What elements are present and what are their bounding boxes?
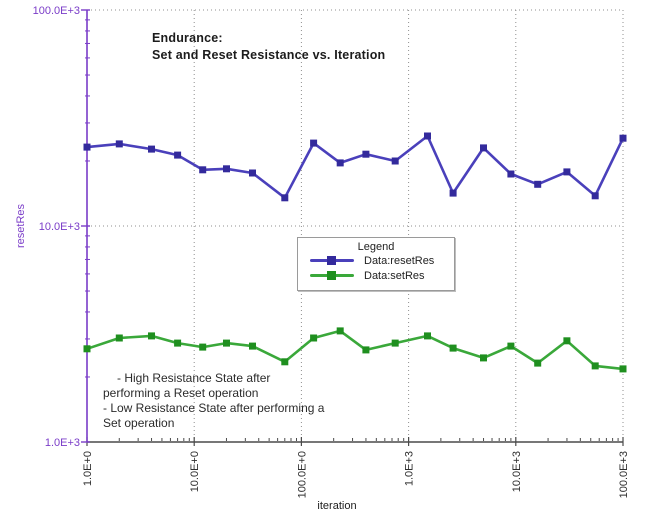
- series-marker-setres: [310, 334, 318, 342]
- series-marker-setres: [199, 343, 207, 351]
- series-marker-resetres: [148, 145, 155, 153]
- series-marker-resetres: [391, 157, 399, 165]
- series-marker-setres: [223, 339, 230, 347]
- series-marker-resetres: [362, 150, 370, 158]
- series-marker-resetres: [507, 170, 515, 178]
- chart-title: Endurance: Set and Reset Resistance vs. …: [152, 30, 385, 64]
- series-marker-setres: [362, 346, 370, 354]
- series-marker-resetres: [424, 132, 431, 140]
- y-tick-label: 100.0E+3: [33, 5, 80, 17]
- series-marker-setres: [148, 332, 155, 340]
- x-axis-title: iteration: [317, 500, 357, 512]
- series-marker-setres: [336, 327, 344, 335]
- series-marker-setres: [281, 358, 289, 366]
- series-marker-setres: [619, 365, 627, 373]
- annotation-line: - High Resistance State after: [117, 371, 271, 385]
- series-line-setres: [85, 329, 625, 371]
- x-tick-label: 100.0E+3: [618, 451, 630, 498]
- y-tick-label: 10.0E+3: [39, 221, 80, 233]
- series-marker-setres: [115, 334, 123, 342]
- series-marker-resetres: [563, 168, 571, 176]
- series-marker-resetres: [223, 165, 230, 173]
- series-line-resetres: [85, 134, 625, 200]
- series-marker-setres: [507, 342, 515, 350]
- series-marker-setres: [424, 332, 431, 340]
- annotation-line: Set operation: [103, 416, 175, 430]
- legend-label-resetres: Data:resetRes: [364, 254, 435, 267]
- legend-label-setres: Data:setRes: [364, 269, 425, 282]
- annotation-line: performing a Reset operation: [103, 386, 259, 400]
- series-marker-setres: [391, 339, 399, 347]
- series-marker-resetres: [174, 151, 182, 159]
- x-tick-label: 1.0E+0: [82, 451, 94, 486]
- series-marker-resetres: [591, 192, 599, 200]
- series-marker-resetres: [480, 144, 487, 152]
- legend-entry-setres: Data:setRes: [298, 268, 454, 283]
- series-marker-setres: [83, 345, 91, 353]
- series-marker-resetres: [336, 159, 344, 167]
- legend: Legend Data:resetRes Data:setRes: [297, 237, 455, 291]
- x-tick-label: 10.0E+3: [511, 451, 523, 492]
- series-marker-setres: [449, 344, 457, 352]
- y-tick-label: 1.0E+3: [45, 437, 80, 449]
- setres-swatch: [310, 271, 354, 280]
- series-marker-setres: [174, 339, 182, 347]
- series-marker-setres: [249, 342, 256, 350]
- series-marker-resetres: [281, 194, 289, 202]
- legend-entry-resetres: Data:resetRes: [298, 253, 454, 268]
- series-marker-resetres: [115, 140, 123, 148]
- resetres-swatch: [310, 256, 354, 265]
- chart-title-line2: Set and Reset Resistance vs. Iteration: [152, 48, 386, 62]
- chart-title-line1: Endurance:: [152, 31, 223, 45]
- legend-title: Legend: [357, 241, 395, 253]
- series-marker-resetres: [310, 139, 318, 147]
- series-marker-resetres: [83, 143, 91, 151]
- annotation-line: - Low Resistance State after performing …: [103, 401, 325, 415]
- x-tick-label: 100.0E+0: [296, 451, 308, 498]
- x-tick-label: 10.0E+0: [189, 451, 201, 492]
- series-marker-setres: [534, 359, 542, 367]
- annotation-note: - High Resistance State after performing…: [103, 371, 324, 431]
- series-marker-resetres: [449, 189, 457, 197]
- series-marker-resetres: [249, 169, 256, 177]
- series-marker-setres: [591, 362, 599, 370]
- series-marker-resetres: [619, 134, 627, 142]
- series-marker-resetres: [534, 180, 542, 188]
- series-marker-setres: [480, 354, 487, 362]
- series-marker-setres: [563, 337, 571, 345]
- y-axis-title: resetRes: [15, 203, 27, 249]
- x-tick-label: 1.0E+3: [404, 451, 416, 486]
- series-marker-resetres: [199, 166, 207, 174]
